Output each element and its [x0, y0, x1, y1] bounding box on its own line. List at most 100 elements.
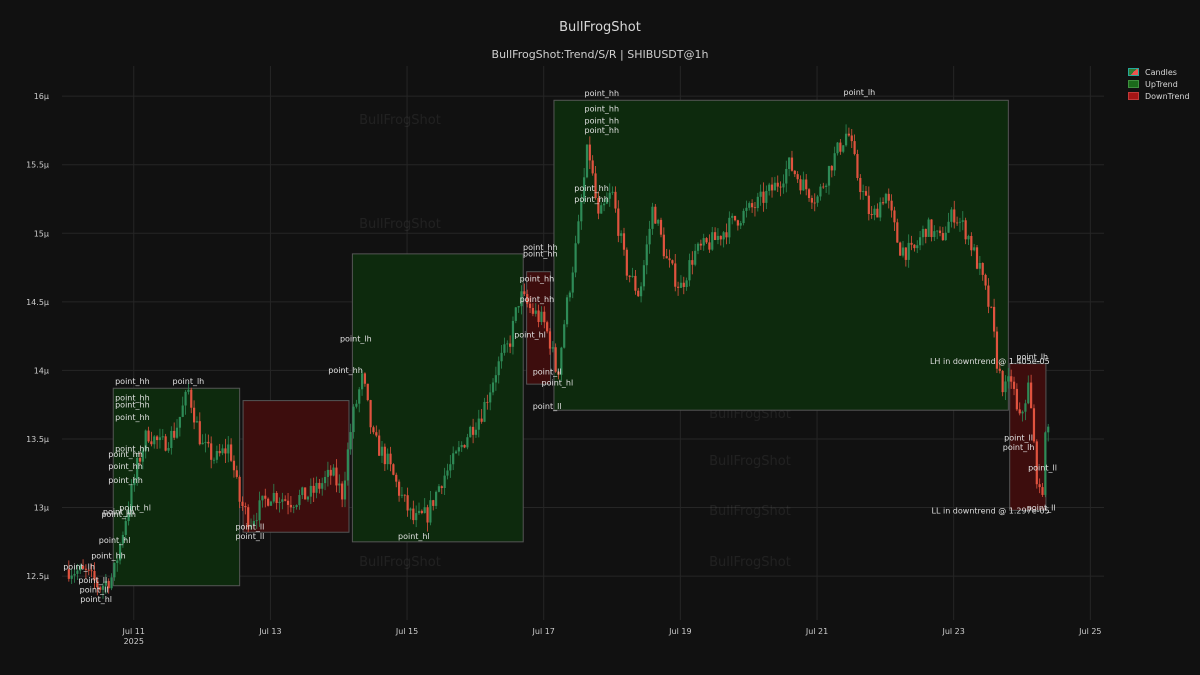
candle-up	[443, 475, 446, 489]
x-tick-label: Jul 23	[941, 627, 964, 636]
candle-up	[560, 347, 563, 375]
candle-up	[716, 235, 720, 240]
point-label: point_hh	[108, 476, 143, 485]
candle-up	[967, 235, 970, 240]
candle-up	[269, 501, 273, 506]
point-label: point_hh	[520, 295, 555, 304]
candle-up	[651, 206, 654, 229]
candle-down	[887, 193, 890, 201]
candle-up	[249, 525, 253, 527]
candle-up	[491, 382, 495, 393]
candle-up	[756, 196, 759, 209]
candle-down	[779, 186, 782, 188]
candle-down	[736, 220, 739, 226]
candle-up	[947, 221, 950, 233]
point-label: point_hl	[514, 331, 546, 340]
candle-up	[773, 182, 776, 191]
candle-down	[67, 569, 70, 579]
candle-up	[76, 570, 79, 574]
candle-down	[284, 499, 287, 501]
y-tick-label: 15µ	[34, 229, 49, 238]
candle-down	[84, 568, 88, 570]
candle-down	[899, 242, 902, 256]
x-tick-label: Jul 21	[805, 627, 828, 636]
candle-down	[870, 214, 873, 216]
y-tick-label: 13µ	[34, 504, 49, 513]
candle-up	[907, 242, 910, 260]
point-label: point_hl	[80, 595, 112, 604]
candle-down	[426, 507, 429, 523]
candle-up	[121, 534, 125, 544]
candle-down	[941, 233, 944, 241]
watermark-text: BullFrogShot	[709, 504, 791, 519]
y-tick-label: 13.5µ	[26, 435, 49, 444]
candle-down	[839, 142, 842, 152]
legend-item-candles[interactable]: Candles	[1128, 66, 1190, 78]
candle-down	[1030, 382, 1033, 409]
candle-up	[295, 505, 298, 507]
candle-up	[1021, 411, 1024, 414]
x-tick-label: Jul 13	[258, 627, 281, 636]
candle-down	[509, 343, 512, 347]
candle-up	[446, 470, 449, 476]
candle-down	[682, 282, 685, 287]
point-label: point_hh	[523, 250, 558, 259]
candle-down	[1015, 388, 1018, 410]
candle-down	[984, 274, 987, 286]
candle-up	[648, 228, 651, 245]
candle-up	[1047, 426, 1050, 433]
candle-up	[158, 437, 162, 441]
candle-down	[210, 443, 213, 460]
candle-down	[440, 486, 443, 489]
point-labels: point_lh point_hh point_hh point_hh point_hh…	[63, 88, 1057, 604]
candle-down	[853, 141, 856, 155]
candle-down	[383, 446, 386, 465]
candle-down	[406, 495, 409, 511]
legend-item-uptrend[interactable]: UpTrend	[1128, 78, 1190, 90]
candle-up	[884, 193, 888, 204]
point-label: point_lh	[63, 562, 95, 571]
candle-up	[1024, 403, 1027, 412]
candle-down	[910, 242, 913, 245]
candle-up	[358, 389, 361, 404]
candle-down	[859, 177, 862, 193]
candle-down	[1038, 484, 1041, 488]
candle-down	[99, 587, 102, 590]
legend-label: UpTrend	[1145, 79, 1178, 89]
point-label: point_hh	[115, 377, 150, 386]
candle-up	[73, 573, 76, 576]
candle-up	[1007, 376, 1010, 382]
chart-subtitle: BullFrogShot:Trend/S/R | SHIBUSDT@1h	[491, 48, 709, 61]
x-tick-sublabel: 2025	[124, 637, 144, 646]
candle-up	[739, 223, 742, 226]
chart-title: BullFrogShot	[559, 20, 641, 35]
candle-up	[215, 450, 218, 460]
candle-down	[526, 294, 529, 304]
candle-down	[264, 495, 267, 499]
candle-up	[309, 485, 312, 497]
candle-down	[275, 492, 278, 503]
point-label: point_hh	[108, 450, 143, 459]
candle-down	[913, 244, 916, 249]
candle-down	[793, 170, 796, 175]
candle-up	[261, 495, 264, 501]
candle-up	[879, 202, 882, 218]
candle-up	[124, 521, 127, 535]
candle-down	[341, 483, 344, 500]
candle-up	[785, 168, 788, 184]
candle-up	[181, 405, 184, 417]
candle-down	[329, 469, 332, 476]
candle-up	[958, 221, 962, 223]
candle-down	[904, 247, 907, 260]
candle-down	[930, 219, 933, 238]
candle-down	[955, 222, 959, 224]
candle-down	[714, 232, 717, 240]
point-label: point_ll	[1004, 433, 1033, 442]
candle-up	[409, 508, 412, 511]
candle-up	[170, 430, 173, 448]
candle-up	[631, 275, 634, 277]
legend-item-downtrend[interactable]: DownTrend	[1128, 90, 1190, 102]
candle-up	[540, 311, 543, 323]
candle-down	[659, 219, 663, 235]
candle-up	[204, 441, 207, 443]
